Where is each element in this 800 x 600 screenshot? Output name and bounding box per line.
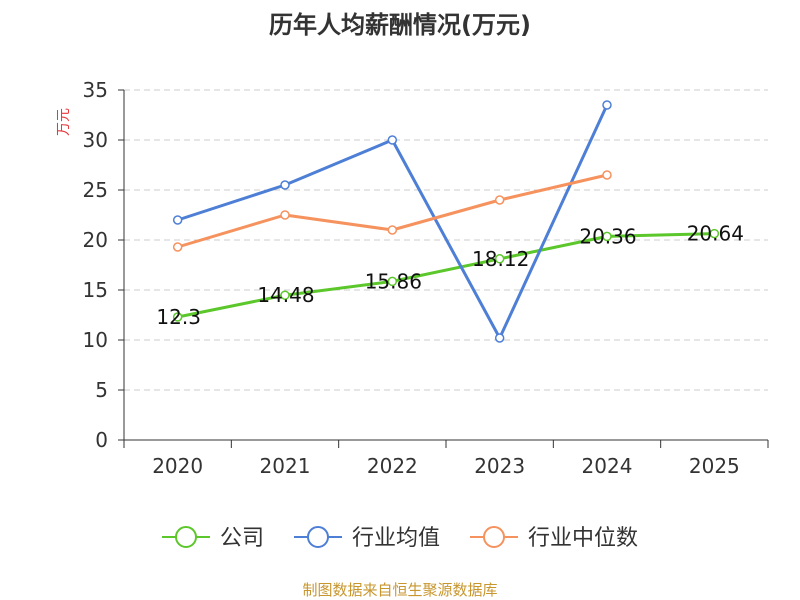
series-line bbox=[177, 232, 715, 319]
x-tick-label: 2022 bbox=[367, 454, 418, 478]
data-point bbox=[387, 276, 398, 287]
data-labels: 12.3 14.48 15.86 18.12 20.36 20.64 bbox=[156, 222, 744, 329]
legend-item: 公司 bbox=[162, 526, 264, 551]
series-line bbox=[177, 173, 608, 249]
data-point bbox=[387, 225, 398, 235]
x-tick-label: 2025 bbox=[689, 454, 740, 478]
data-point bbox=[494, 195, 505, 205]
data-point bbox=[172, 242, 183, 252]
legend-label: 行业中位数 bbox=[528, 526, 638, 551]
data-label: 18.12 bbox=[472, 247, 529, 271]
data-point bbox=[602, 100, 612, 110]
data-point bbox=[387, 135, 398, 145]
data-point bbox=[172, 215, 183, 225]
data-point bbox=[494, 254, 505, 264]
legend-swatch-marker bbox=[483, 526, 505, 548]
data-label: 20.36 bbox=[579, 224, 636, 248]
data-point bbox=[602, 231, 612, 242]
source-note: 制图数据来自恒生聚源数据库 bbox=[302, 581, 497, 599]
y-tick-label: 20 bbox=[83, 228, 108, 252]
legend-label: 公司 bbox=[220, 526, 264, 551]
y-tick-label: 0 bbox=[95, 428, 108, 452]
y-tick-label: 5 bbox=[95, 378, 108, 402]
data-point bbox=[280, 210, 290, 220]
chart-title: 历年人均薪酬情况(万元) bbox=[269, 11, 531, 39]
y-tick-label: 25 bbox=[83, 178, 108, 202]
legend-item: 行业中位数 bbox=[470, 526, 638, 551]
legend: 公司 行业均值 行业中位数 bbox=[162, 526, 638, 551]
data-point bbox=[494, 333, 505, 343]
y-tick-label: 35 bbox=[83, 78, 108, 102]
legend-swatch-marker bbox=[175, 526, 197, 548]
data-point bbox=[709, 228, 720, 239]
data-point bbox=[172, 312, 183, 322]
legend-item: 行业均值 bbox=[294, 526, 440, 551]
data-point bbox=[280, 290, 290, 300]
series-group bbox=[172, 100, 720, 343]
data-point bbox=[280, 180, 290, 190]
data-label: 14.48 bbox=[257, 283, 314, 307]
data-label: 20.64 bbox=[687, 222, 744, 246]
x-tick-label: 2024 bbox=[582, 454, 633, 478]
x-tick-label: 2023 bbox=[474, 454, 525, 478]
data-label: 12.3 bbox=[156, 305, 201, 329]
data-point bbox=[602, 170, 612, 180]
legend-label: 行业均值 bbox=[352, 526, 440, 551]
data-label: 15.86 bbox=[365, 269, 422, 293]
legend-swatch-marker bbox=[307, 526, 329, 548]
y-tick-label: 30 bbox=[83, 128, 108, 152]
y-axis-label: 万元 bbox=[56, 108, 72, 136]
x-tick-label: 2020 bbox=[152, 454, 203, 478]
x-tick-label: 2021 bbox=[260, 454, 311, 478]
y-tick-label: 10 bbox=[83, 328, 108, 352]
y-tick-label: 15 bbox=[83, 278, 108, 302]
